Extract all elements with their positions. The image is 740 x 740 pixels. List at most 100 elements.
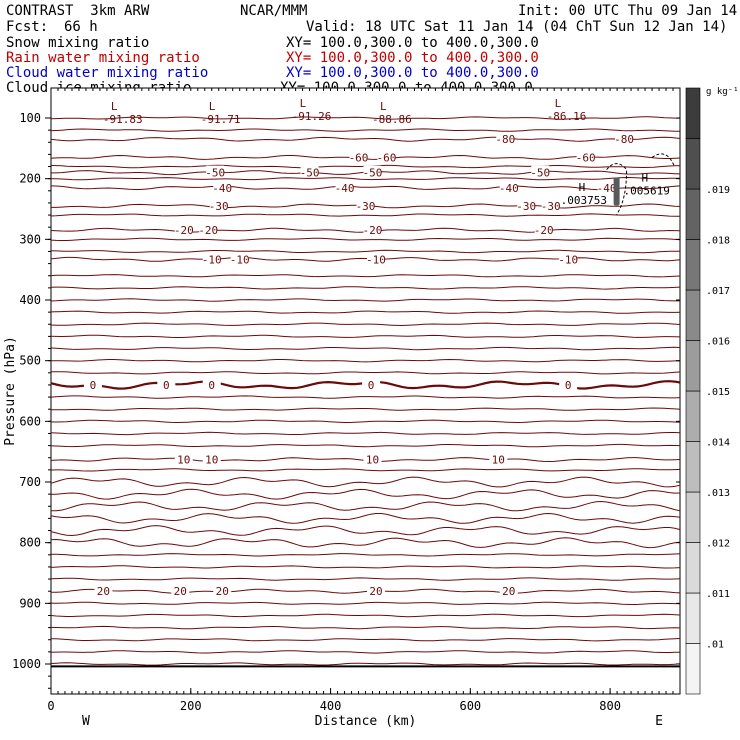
colorbar-tick-label: .013 <box>706 488 730 499</box>
contour-label: -10 <box>366 253 386 266</box>
isotherm-line <box>50 310 681 314</box>
contour-label: 0 <box>368 379 375 392</box>
y-axis-title: Pressure (hPa) <box>3 336 18 446</box>
colorbar-tick-label: .011 <box>706 589 730 600</box>
x-tick-label: 600 <box>459 699 481 713</box>
contour-label: -40 <box>212 182 232 195</box>
isotherm-line <box>50 613 681 618</box>
fcst-label: Fcst: <box>6 19 49 35</box>
contour-label: -40 <box>597 182 617 195</box>
contour-label: -10 <box>202 253 222 266</box>
isotherm-line <box>50 625 681 630</box>
valid-label: Valid: 18 UTC Sat 11 Jan 14 (04 ChT Sun … <box>306 19 728 35</box>
y-tick-label: 500 <box>19 354 41 368</box>
colorbar-unit: g kg⁻¹ <box>706 87 739 97</box>
high-marker: H <box>642 172 649 185</box>
isotherm-line <box>50 322 681 327</box>
contour-label-bg <box>209 198 228 211</box>
colorbar-segment <box>685 592 701 644</box>
isotherm-line <box>50 443 681 448</box>
y-tick-label: 100 <box>19 111 41 125</box>
isotherm-contour <box>50 136 681 142</box>
isotherm-line <box>50 298 680 302</box>
y-tick-label: 300 <box>19 232 41 246</box>
colorbar-segment <box>685 491 701 543</box>
isotherm-line <box>50 419 681 424</box>
colorbar-tick-label: .019 <box>706 185 730 196</box>
isotherm-line <box>50 358 680 363</box>
isotherm-line <box>50 500 681 512</box>
isotherm-line <box>50 213 680 217</box>
isotherm-line <box>50 662 681 666</box>
isotherm-line <box>50 431 681 436</box>
low-marker: L <box>380 100 387 113</box>
contour-label-bg <box>363 223 382 236</box>
x-tick-label: 400 <box>320 699 342 713</box>
contour-label-bg <box>362 377 381 390</box>
colorbar-tick-label: .018 <box>706 236 730 247</box>
colorbar-segment <box>685 87 701 139</box>
high-value: .003753 <box>561 194 607 207</box>
colorbar-segment <box>685 239 701 291</box>
colorbar-segment <box>685 138 701 190</box>
isotherm-contour <box>50 185 681 191</box>
contour-label-bg <box>300 165 319 178</box>
isotherm-line <box>50 476 681 488</box>
y-tick-label: 400 <box>19 293 41 307</box>
contour-label: -60 <box>576 151 596 164</box>
isotherm-line <box>50 334 681 338</box>
field-cloudwater-name: Cloud water mixing ratio <box>6 65 209 81</box>
contour-label-bg <box>202 377 221 390</box>
isotherm-line <box>50 286 681 290</box>
west-label: W <box>82 714 90 729</box>
low-marker: L <box>209 100 216 113</box>
contour-label: -20 <box>174 224 194 237</box>
contour-label-bg <box>94 584 113 597</box>
colorbar-tick-label: .016 <box>706 337 730 348</box>
contour-label: -30 <box>541 200 561 213</box>
isotherm-line <box>50 537 681 549</box>
low-value: -91.26 <box>292 110 332 123</box>
contour-label-bg <box>366 584 385 597</box>
isotherm-line <box>51 176 680 181</box>
contour-label: 10 <box>205 454 218 467</box>
contour-label-bg <box>202 452 221 465</box>
field-snow-name: Snow mixing ratio <box>6 35 150 51</box>
model-title: CONTRAST 3km ARW <box>6 3 150 19</box>
contour-label-bg <box>615 132 634 145</box>
isotherm-line <box>50 274 681 278</box>
contour-label: 20 <box>97 585 110 598</box>
contour-label: -20 <box>534 224 554 237</box>
mixing-ratio-blob <box>613 177 620 206</box>
contour-label-bg <box>534 223 553 236</box>
low-value: -91.71 <box>201 113 241 126</box>
east-label: E <box>655 714 663 729</box>
contour-label: 0 <box>565 379 572 392</box>
contour-label: -50 <box>530 167 550 180</box>
isotherm-line <box>50 395 681 399</box>
colorbar-tick-label: .01 <box>706 640 724 651</box>
contour-label-bg <box>174 452 193 465</box>
colorbar-segment <box>685 390 701 442</box>
colorbar-tick-label: .014 <box>706 438 730 449</box>
init-label: Init: 00 UTC Thu 09 Jan 14 <box>518 3 738 19</box>
contour-label-bg <box>377 150 396 163</box>
contour-label: -40 <box>499 182 519 195</box>
colorbar-segment <box>685 441 701 493</box>
contour-label-bg <box>213 584 232 597</box>
contour-label: 0 <box>90 379 97 392</box>
contour-label: -20 <box>363 224 383 237</box>
contour-label-bg <box>363 165 382 178</box>
contour-label-bg <box>356 198 375 211</box>
contour-label: 20 <box>216 585 229 598</box>
contour-label: -30 <box>516 200 536 213</box>
contour-label-bg <box>202 252 221 265</box>
contour-label-bg <box>496 132 515 145</box>
contour-label: 0 <box>163 379 170 392</box>
y-tick-label: 800 <box>19 536 41 550</box>
y-tick-label: 900 <box>19 596 41 610</box>
contour-label: -50 <box>363 167 383 180</box>
isotherm-line <box>50 128 680 132</box>
contour-label: 20 <box>502 585 515 598</box>
